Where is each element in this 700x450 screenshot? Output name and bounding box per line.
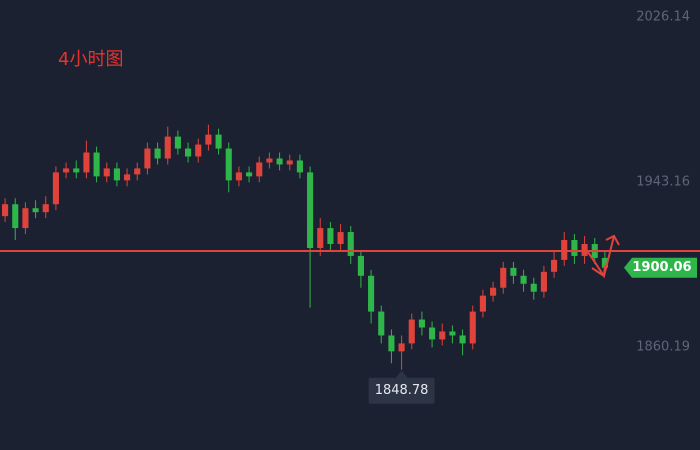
candle-body	[601, 257, 608, 268]
candle-body	[286, 160, 293, 165]
candle-body	[12, 204, 19, 229]
low-label-box	[368, 377, 435, 404]
chart-title: 4小时图	[58, 49, 123, 70]
candle-body	[337, 232, 344, 244]
candle-body	[266, 158, 273, 163]
candle-body	[73, 168, 80, 173]
candle-body	[174, 136, 181, 149]
candle-body	[83, 152, 90, 173]
candle-body	[124, 174, 131, 181]
candle-body	[449, 331, 456, 336]
candle-body	[357, 255, 364, 276]
candle-body	[368, 275, 375, 312]
candle-body	[571, 240, 578, 256]
candle-body	[22, 208, 29, 229]
candle-body	[225, 148, 232, 181]
candle-body	[327, 228, 334, 244]
y-tick-label: 1943.16	[636, 175, 690, 190]
candle-body	[215, 134, 222, 149]
candle-body	[246, 172, 253, 177]
candle-body	[530, 283, 537, 292]
candle-body	[388, 335, 395, 352]
candle-body	[93, 152, 100, 177]
candle-body	[32, 208, 39, 213]
candle-body	[490, 287, 497, 296]
candle-body	[500, 267, 507, 288]
candle-body	[185, 148, 192, 157]
candle-body	[235, 172, 242, 181]
candle-body	[256, 162, 263, 177]
candle-body	[439, 331, 446, 340]
candle-body	[154, 148, 161, 159]
candle-body	[347, 232, 354, 256]
candle-body	[398, 343, 405, 352]
y-tick-label: 1860.19	[636, 340, 690, 355]
candle-body	[317, 228, 324, 248]
candle-body	[63, 168, 70, 173]
low-label: 1848.78	[375, 383, 429, 398]
y-tick-label: 2026.14	[636, 10, 690, 25]
candle-body	[164, 136, 171, 159]
candle-body	[479, 295, 486, 312]
price-tag-label: 1900.06	[632, 260, 691, 275]
candle-body	[429, 327, 436, 340]
candle-body	[113, 168, 120, 181]
candle-body	[144, 148, 151, 169]
candle-body	[2, 204, 9, 217]
candle-body	[540, 271, 547, 292]
candle-body	[469, 311, 476, 344]
arrow-annotation	[587, 234, 620, 279]
candle-body	[408, 319, 415, 344]
candle-body	[418, 319, 425, 328]
candle-body	[520, 275, 527, 284]
candle-body	[307, 172, 314, 248]
candle-body	[510, 267, 517, 276]
candle-body	[205, 134, 212, 145]
candle-body	[42, 204, 49, 213]
candle-body	[103, 168, 110, 177]
candle-body	[296, 160, 303, 173]
candle-body	[551, 259, 558, 272]
candle-body	[378, 311, 385, 336]
candle-body	[134, 168, 141, 175]
low-marker	[395, 370, 408, 378]
candle-body	[52, 172, 59, 205]
candle-body	[276, 158, 283, 165]
price-tag	[624, 257, 697, 278]
candle-body	[459, 335, 466, 344]
candle-body	[195, 144, 202, 157]
